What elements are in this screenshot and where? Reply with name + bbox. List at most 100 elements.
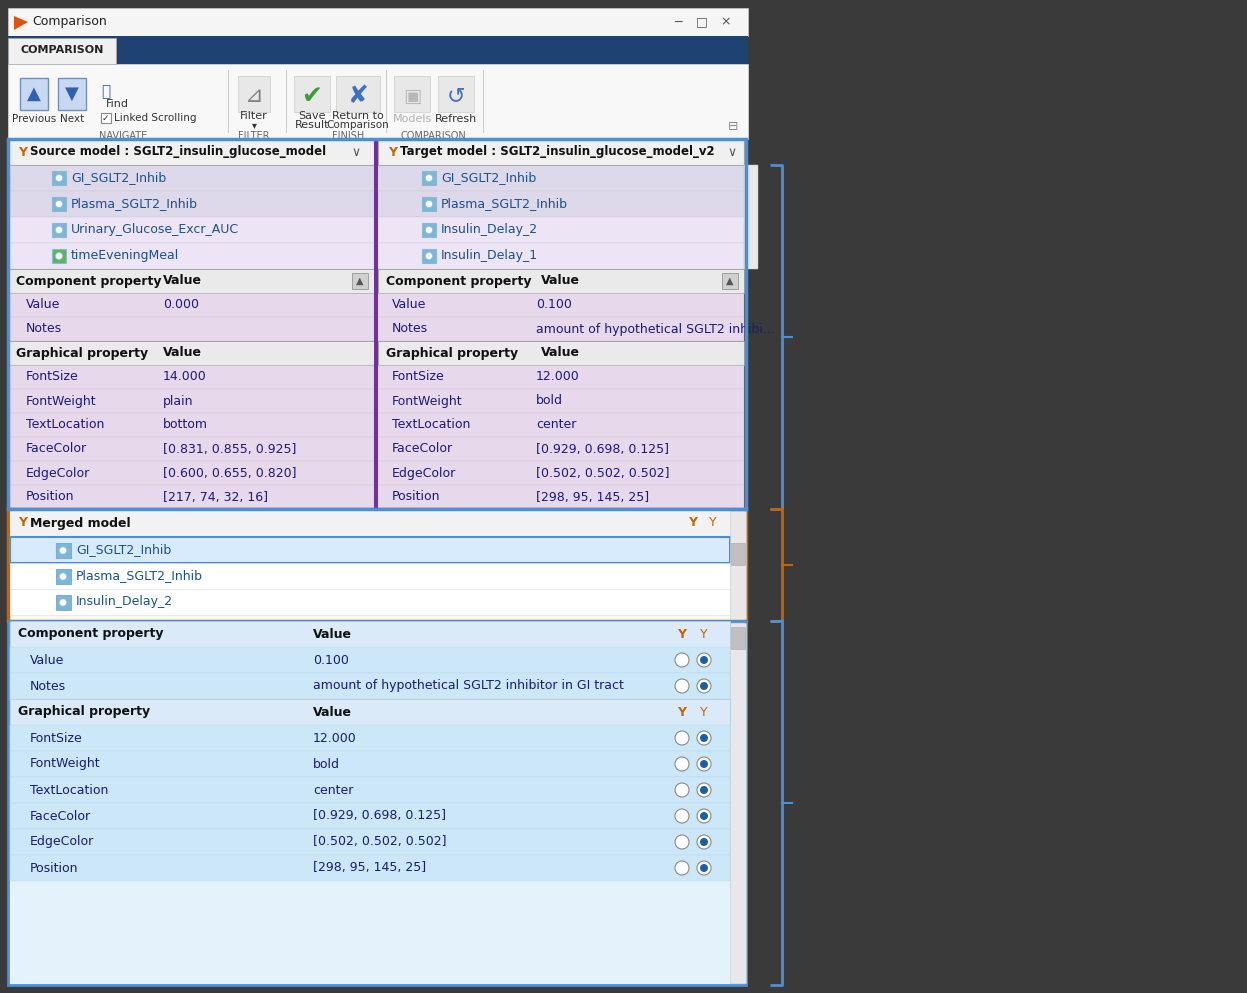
Text: ▾: ▾ bbox=[252, 120, 257, 130]
Text: Value: Value bbox=[541, 347, 580, 359]
Text: bold: bold bbox=[313, 758, 340, 771]
Bar bbox=[335, 76, 380, 112]
Text: Component property: Component property bbox=[16, 274, 162, 288]
Circle shape bbox=[697, 757, 711, 771]
Bar bbox=[7, 461, 374, 485]
Bar bbox=[7, 36, 748, 64]
Circle shape bbox=[675, 835, 690, 849]
Bar bbox=[421, 171, 436, 185]
Bar bbox=[7, 269, 374, 293]
Text: 0.000: 0.000 bbox=[163, 299, 200, 312]
Text: [0.929, 0.698, 0.125]: [0.929, 0.698, 0.125] bbox=[536, 443, 668, 456]
Bar bbox=[378, 341, 744, 365]
Text: COMPARISON: COMPARISON bbox=[20, 45, 104, 55]
Bar bbox=[378, 437, 744, 461]
Bar bbox=[378, 389, 744, 413]
Text: FontSize: FontSize bbox=[30, 732, 82, 745]
Bar bbox=[394, 76, 430, 112]
Text: ▼: ▼ bbox=[65, 85, 79, 103]
Text: Models: Models bbox=[393, 114, 431, 124]
Text: 14.000: 14.000 bbox=[163, 370, 207, 383]
Text: Plasma_SGLT2_Inhib: Plasma_SGLT2_Inhib bbox=[76, 570, 203, 583]
Circle shape bbox=[697, 653, 711, 667]
Bar bbox=[7, 243, 374, 269]
Text: 0.100: 0.100 bbox=[536, 299, 572, 312]
Bar bbox=[7, 485, 374, 509]
Circle shape bbox=[425, 201, 433, 208]
Text: ▲: ▲ bbox=[357, 276, 364, 286]
Bar bbox=[421, 249, 436, 263]
Bar bbox=[10, 673, 729, 699]
Text: Result: Result bbox=[294, 120, 329, 130]
Bar bbox=[7, 389, 374, 413]
Text: 12.000: 12.000 bbox=[313, 732, 357, 745]
Text: bold: bold bbox=[536, 394, 562, 407]
Text: FontWeight: FontWeight bbox=[392, 394, 463, 407]
Text: FINISH: FINISH bbox=[332, 131, 364, 141]
Text: Filter: Filter bbox=[241, 111, 268, 121]
Text: COMPARISON: COMPARISON bbox=[400, 131, 466, 141]
Bar bbox=[729, 623, 746, 983]
Bar bbox=[10, 751, 729, 777]
Text: amount of hypothetical SGLT2 inhibitor in GI tract: amount of hypothetical SGLT2 inhibitor i… bbox=[313, 679, 624, 692]
Text: Merged model: Merged model bbox=[30, 516, 131, 529]
Text: Value: Value bbox=[392, 299, 426, 312]
Text: Urinary_Glucose_Excr_AUC: Urinary_Glucose_Excr_AUC bbox=[71, 223, 239, 236]
Text: FontSize: FontSize bbox=[26, 370, 79, 383]
Text: Plasma_SGLT2_Inhib: Plasma_SGLT2_Inhib bbox=[441, 198, 567, 211]
Text: center: center bbox=[536, 418, 576, 432]
Text: Comparison: Comparison bbox=[32, 16, 107, 29]
Text: Position: Position bbox=[392, 491, 440, 503]
Bar bbox=[7, 217, 374, 243]
Text: Return to: Return to bbox=[332, 111, 384, 121]
Bar bbox=[52, 223, 66, 237]
Bar bbox=[20, 78, 47, 110]
Text: Value: Value bbox=[541, 274, 580, 288]
Text: Insulin_Delay_2: Insulin_Delay_2 bbox=[441, 223, 539, 236]
Bar bbox=[10, 537, 729, 563]
Text: Position: Position bbox=[26, 491, 75, 503]
Bar bbox=[378, 413, 744, 437]
Bar bbox=[7, 165, 374, 191]
Text: EdgeColor: EdgeColor bbox=[392, 467, 456, 480]
Text: [0.600, 0.655, 0.820]: [0.600, 0.655, 0.820] bbox=[163, 467, 297, 480]
Text: FontWeight: FontWeight bbox=[26, 394, 96, 407]
Circle shape bbox=[60, 573, 66, 580]
Text: Y: Y bbox=[710, 516, 717, 529]
Text: [217, 74, 32, 16]: [217, 74, 32, 16] bbox=[163, 491, 268, 503]
Text: ▲: ▲ bbox=[726, 276, 733, 286]
Text: [0.502, 0.502, 0.502]: [0.502, 0.502, 0.502] bbox=[313, 835, 446, 848]
Bar bbox=[378, 165, 744, 191]
Bar bbox=[10, 829, 729, 855]
Circle shape bbox=[697, 861, 711, 875]
Text: Y: Y bbox=[688, 516, 697, 529]
Text: timeEveningMeal: timeEveningMeal bbox=[71, 249, 180, 262]
Circle shape bbox=[425, 226, 433, 233]
Text: [298, 95, 145, 25]: [298, 95, 145, 25] bbox=[536, 491, 650, 503]
Bar bbox=[7, 139, 374, 165]
Bar bbox=[7, 621, 746, 985]
Bar bbox=[378, 269, 744, 293]
Text: GI_SGLT2_Inhib: GI_SGLT2_Inhib bbox=[441, 172, 536, 185]
Text: Y: Y bbox=[677, 628, 687, 640]
Bar bbox=[421, 197, 436, 211]
Circle shape bbox=[56, 252, 62, 259]
Circle shape bbox=[700, 734, 708, 742]
Text: FILTER: FILTER bbox=[238, 131, 269, 141]
Text: 12.000: 12.000 bbox=[536, 370, 580, 383]
Bar bbox=[10, 509, 744, 537]
Text: FaceColor: FaceColor bbox=[26, 443, 87, 456]
Circle shape bbox=[700, 656, 708, 664]
Bar bbox=[10, 777, 729, 803]
Circle shape bbox=[60, 599, 66, 606]
Bar bbox=[378, 139, 744, 165]
Text: Y: Y bbox=[17, 516, 27, 529]
Text: [0.502, 0.502, 0.502]: [0.502, 0.502, 0.502] bbox=[536, 467, 670, 480]
Text: Graphical property: Graphical property bbox=[16, 347, 148, 359]
Text: 🔍: 🔍 bbox=[101, 84, 111, 99]
Text: ✓: ✓ bbox=[102, 113, 110, 122]
Circle shape bbox=[700, 838, 708, 846]
Bar bbox=[378, 243, 744, 269]
Text: ⊿: ⊿ bbox=[244, 86, 263, 106]
Text: ✘: ✘ bbox=[348, 84, 369, 108]
